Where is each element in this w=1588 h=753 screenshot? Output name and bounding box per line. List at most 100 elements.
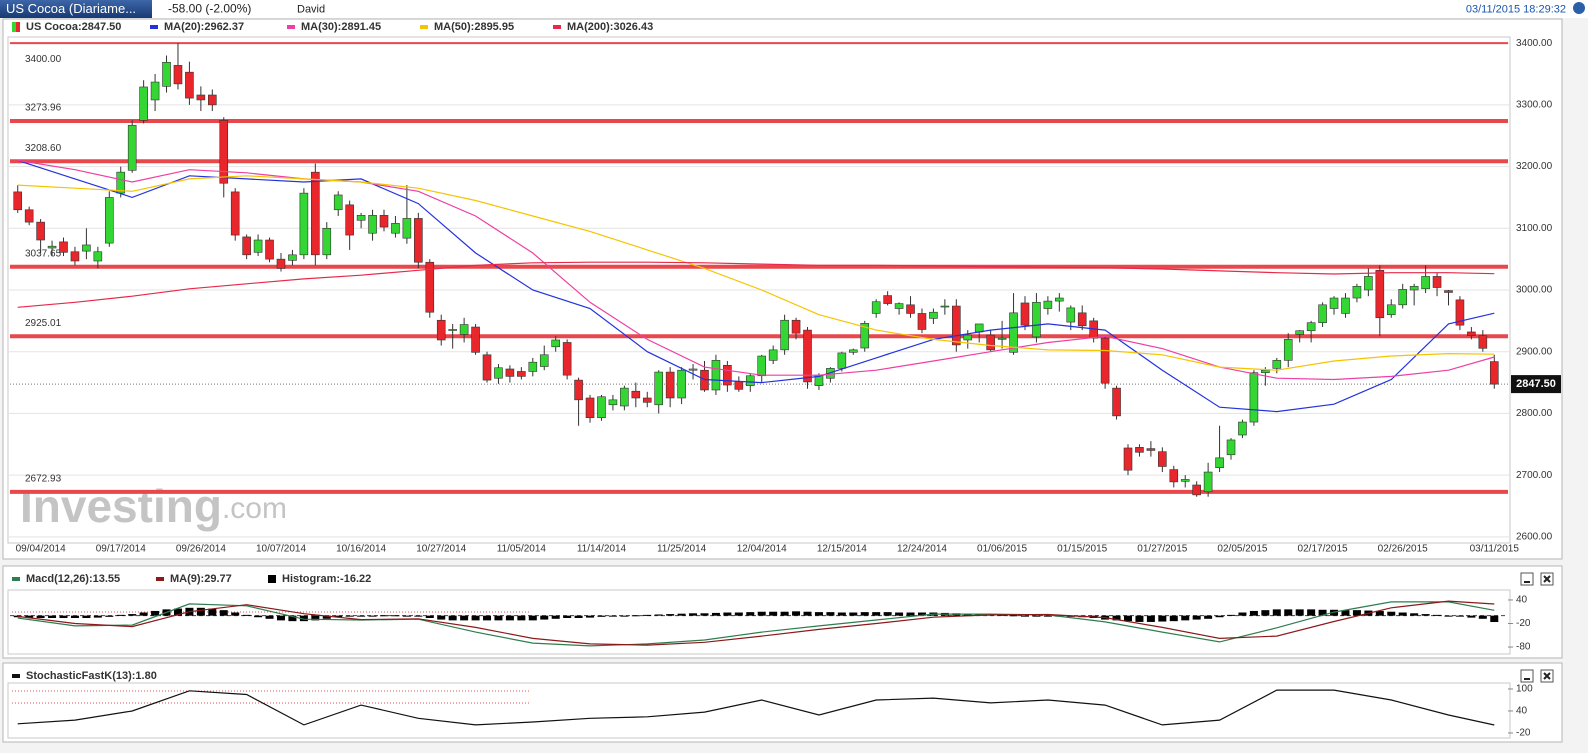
histogram-bar xyxy=(1181,615,1190,621)
histogram-bar xyxy=(597,615,606,617)
histogram-bar xyxy=(528,615,537,621)
histogram-bar xyxy=(437,615,446,620)
candle-body xyxy=(219,120,229,184)
candle-body xyxy=(1409,285,1419,291)
legend-label: MA(50):2895.95 xyxy=(434,21,514,33)
close-icon xyxy=(1543,575,1551,583)
histogram-bar xyxy=(1215,615,1224,618)
legend-icon xyxy=(12,674,20,678)
histogram-bar xyxy=(116,614,125,616)
candle-body xyxy=(1123,447,1133,471)
histogram-bar xyxy=(757,611,766,616)
histogram-bar xyxy=(471,615,480,621)
histogram-bar xyxy=(25,615,34,618)
histogram-bar xyxy=(1158,615,1167,622)
candle-body xyxy=(391,223,400,234)
candle-body xyxy=(1180,479,1190,482)
histogram-bar xyxy=(1478,615,1487,619)
x-tick-label: 01/06/2015 xyxy=(977,544,1027,555)
histogram-bar xyxy=(711,612,720,616)
candle-body xyxy=(185,71,194,99)
histogram-bar xyxy=(1467,615,1476,618)
histogram-bar xyxy=(1169,615,1178,622)
minimize-button[interactable] xyxy=(1520,572,1534,586)
legend-icon xyxy=(12,577,20,581)
candle-body xyxy=(1226,439,1236,456)
minimize-button[interactable] xyxy=(1520,669,1534,683)
histogram-bar xyxy=(814,612,823,616)
candle-body xyxy=(59,241,68,253)
candle-body xyxy=(1020,302,1030,326)
candle-body xyxy=(1169,469,1179,483)
x-tick-label: 01/15/2015 xyxy=(1057,544,1107,555)
histogram-bar xyxy=(1375,610,1384,616)
histogram-bar xyxy=(574,615,583,619)
candle-body xyxy=(402,218,412,239)
histogram-bar xyxy=(608,615,617,617)
candle-body xyxy=(345,204,354,236)
candle-body xyxy=(917,313,927,330)
last-price-tag xyxy=(1511,375,1561,394)
histogram-bar xyxy=(1410,613,1419,616)
y-tick-label: -20 xyxy=(1516,728,1531,739)
legend-icon xyxy=(12,22,16,32)
candle-body xyxy=(1215,457,1224,469)
histogram-bar xyxy=(1307,609,1316,616)
timestamp: 03/11/2015 18:29:32 xyxy=(1466,3,1566,15)
histogram-bar xyxy=(1020,615,1029,617)
histogram-bar xyxy=(906,612,915,616)
candle-body xyxy=(253,239,263,253)
x-tick-label: 11/14/2014 xyxy=(577,544,627,555)
candle-body xyxy=(299,192,309,256)
histogram-bar xyxy=(82,615,91,619)
histogram-bar xyxy=(723,612,732,616)
legend-icon xyxy=(553,25,561,29)
histogram-bar xyxy=(551,615,560,619)
candle-body xyxy=(36,221,45,241)
header-bar xyxy=(0,0,1588,18)
histogram-bar xyxy=(746,612,755,616)
y-tick-label: 2700.00 xyxy=(1516,470,1553,481)
histogram-bar xyxy=(460,615,469,621)
histogram-bar xyxy=(59,615,68,619)
histogram-bar xyxy=(1227,614,1236,616)
x-tick-label: 09/04/2014 xyxy=(16,544,66,555)
histogram-bar xyxy=(1124,615,1132,622)
series-line xyxy=(17,261,1495,308)
settings-icon[interactable] xyxy=(1573,2,1585,14)
histogram-bar xyxy=(1249,610,1258,616)
candle-body xyxy=(711,360,721,391)
x-tick-label: 10/27/2014 xyxy=(416,544,466,555)
histogram-bar xyxy=(1455,615,1464,617)
watermark-brand: Investing xyxy=(20,480,222,532)
y-tick-label: 3300.00 xyxy=(1516,100,1553,111)
histogram-bar xyxy=(1135,615,1144,622)
stochastic-plot-area xyxy=(7,682,1511,739)
histogram-bar xyxy=(849,612,858,616)
level-label: 3273.96 xyxy=(25,103,62,114)
histogram-bar xyxy=(494,615,503,621)
candle-body xyxy=(448,329,457,331)
x-tick-label: 12/04/2014 xyxy=(737,544,787,555)
candle-body xyxy=(665,371,675,399)
candle-body xyxy=(734,381,744,390)
x-tick-label: 11/05/2014 xyxy=(497,544,547,555)
histogram-bar xyxy=(173,608,182,616)
close-icon xyxy=(1543,672,1551,680)
histogram-bar xyxy=(414,615,423,617)
y-tick-label: 2900.00 xyxy=(1516,346,1553,357)
histogram-bar xyxy=(517,615,526,621)
instrument-tab[interactable] xyxy=(0,0,152,18)
histogram-bar xyxy=(677,613,686,616)
legend-label: US Cocoa:2847.50 xyxy=(26,21,121,33)
candle-body xyxy=(1283,339,1293,361)
candle-body xyxy=(1043,300,1053,309)
x-tick-label: 09/26/2014 xyxy=(176,544,226,555)
histogram-bar xyxy=(483,615,492,621)
histogram-bar xyxy=(299,615,308,622)
histogram-bar xyxy=(334,615,343,618)
candle-body xyxy=(974,323,984,333)
x-tick-label: 03/11/2015 xyxy=(1470,544,1520,555)
y-tick-label: 3000.00 xyxy=(1516,285,1553,296)
candle-body xyxy=(940,305,950,308)
